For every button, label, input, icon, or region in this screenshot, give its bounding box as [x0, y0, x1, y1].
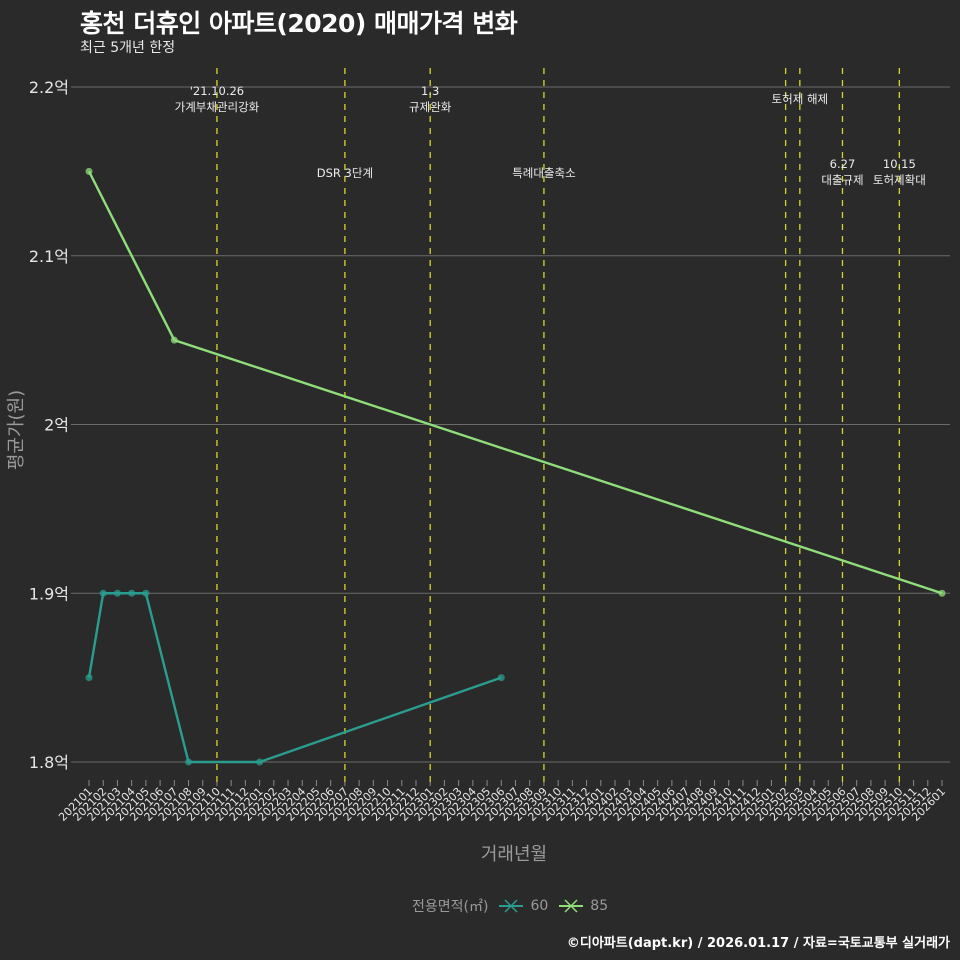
series-line-60: [87, 592, 502, 764]
x-axis: 2021012021022021032021042021052021062021…: [56, 780, 948, 824]
legend-item-85: 85: [558, 898, 608, 914]
data-point: [85, 167, 93, 175]
data-point: [128, 589, 136, 597]
data-point: [497, 674, 505, 682]
gridlines: [76, 86, 950, 763]
data-point: [170, 336, 178, 344]
y-tick-label: 2.2억: [29, 78, 69, 97]
legend-label: 60: [530, 898, 549, 914]
data-point: [185, 758, 193, 766]
data-series: [85, 167, 946, 766]
data-point: [113, 589, 121, 597]
data-point: [85, 674, 93, 682]
chart-subtitle: 최근 5개년 한정: [80, 40, 176, 56]
y-tick-label: 2.1억: [29, 247, 69, 266]
y-axis: 1.8억 1.9억 2억 2.1억 2.2억: [29, 78, 76, 772]
event-annotation: 6.27: [830, 157, 856, 171]
y-axis-title: 평균가(원): [6, 390, 27, 470]
data-point: [142, 589, 150, 597]
event-annotation: '21.10.26: [190, 84, 244, 98]
legend-title: 전용면적(㎡): [412, 899, 489, 915]
legend-label: 85: [590, 898, 609, 914]
event-annotation: 가계부채관리강화: [175, 100, 260, 114]
y-tick-label: 1.9억: [29, 584, 69, 603]
data-point: [99, 589, 107, 597]
event-annotation: 1.3: [421, 84, 439, 98]
event-annotation: 토허제확대: [873, 173, 926, 187]
event-annotation: 토허제 해제: [772, 92, 829, 106]
y-tick-label: 1.8억: [29, 753, 69, 772]
legend: 전용면적(㎡) 60 85: [412, 896, 608, 916]
source-caption: ©디아파트(dapt.kr) / 2026.01.17 / 자료=국토교통부 실…: [566, 936, 950, 951]
event-annotation: 규제완화: [409, 100, 452, 114]
event-annotation: 대출규제: [821, 173, 863, 187]
event-annotation: DSR 3단계: [317, 166, 373, 180]
y-tick-label: 2억: [44, 416, 69, 435]
x-axis-title: 거래년월: [481, 844, 547, 865]
data-point: [938, 589, 946, 597]
data-point: [256, 758, 264, 766]
legend-line-cross-icon: [559, 899, 584, 913]
legend-item-60: 60: [498, 898, 548, 914]
legend-line-cross-icon: [499, 899, 524, 913]
chart-title: 홍천 더휴인 아파트(2020) 매매가격 변화: [80, 9, 518, 38]
event-annotation: 특례대출축소: [512, 166, 575, 180]
event-annotation: 10.15: [883, 157, 916, 171]
